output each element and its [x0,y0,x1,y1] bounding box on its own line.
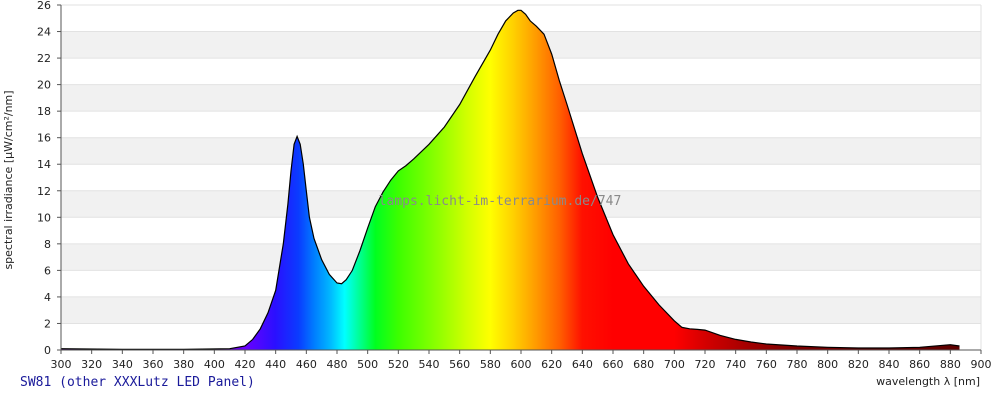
x-tick-label: 520 [388,358,409,371]
x-tick-label: 580 [480,358,501,371]
x-tick-label: 460 [296,358,317,371]
x-tick-label: 620 [541,358,562,371]
y-tick-label: 26 [37,0,51,12]
x-tick-label: 660 [603,358,624,371]
x-tick-labels: 300 320 340 360 380 400 420 440 460 480 500 520 540 5… [51,350,992,371]
y-axis-title: spectral irradiance [µW/cm²/nm] [2,90,15,269]
chart-caption: SW81 (other XXXLutz LED Panel) [20,375,255,390]
x-tick-label: 540 [419,358,440,371]
x-tick-label: 780 [787,358,808,371]
spectrum-curve [60,9,960,350]
y-tick-label: 10 [37,211,51,224]
x-tick-label: 300 [51,358,72,371]
x-tick-label: 820 [848,358,869,371]
x-tick-label: 440 [265,358,286,371]
y-tick-label: 16 [37,132,51,145]
x-tick-label: 720 [695,358,716,371]
y-tick-label: 4 [44,291,51,304]
x-tick-label: 400 [204,358,225,371]
y-tick-label: 0 [44,344,51,357]
x-tick-label: 880 [940,358,961,371]
x-tick-label: 380 [173,358,194,371]
x-tick-label: 480 [327,358,348,371]
x-tick-label: 340 [112,358,133,371]
x-tick-label: 420 [235,358,256,371]
x-tick-label: 760 [756,358,777,371]
y-tick-label: 12 [37,185,51,198]
x-tick-label: 840 [879,358,900,371]
x-tick-label: 680 [633,358,654,371]
x-tick-label: 860 [909,358,930,371]
y-tick-label: 8 [44,238,51,251]
y-tick-label: 18 [37,105,51,118]
watermark-text: lamps.licht-im-terrarium.de/747 [379,194,622,209]
y-tick-label: 6 [44,264,51,277]
x-tick-label: 500 [357,358,378,371]
y-tick-label: 22 [37,52,51,65]
x-tick-label: 320 [81,358,102,371]
y-tick-label: 14 [37,158,51,171]
y-tick-label: 24 [37,26,51,39]
x-tick-label: 640 [572,358,593,371]
y-tick-label: 20 [37,79,51,92]
x-tick-label: 900 [971,358,992,371]
x-tick-label: 700 [664,358,685,371]
x-tick-label: 360 [143,358,164,371]
y-tick-label: 2 [44,317,51,330]
x-tick-label: 560 [449,358,470,371]
x-axis-title: wavelength λ [nm] [876,375,980,388]
x-tick-label: 740 [725,358,746,371]
x-tick-label: 600 [511,358,532,371]
x-tick-label: 800 [817,358,838,371]
